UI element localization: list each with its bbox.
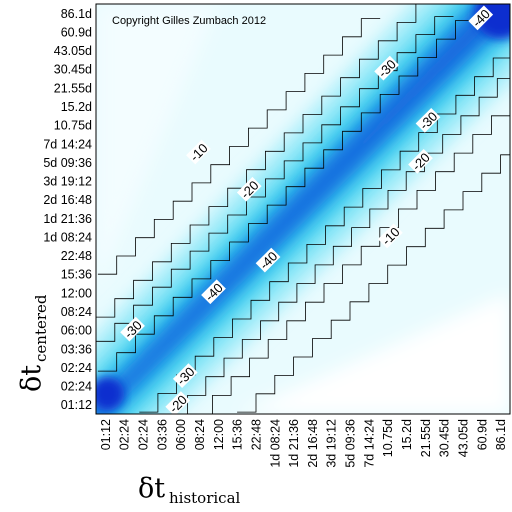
x-tick-label: 1d 21:36 [287, 419, 301, 468]
contour-upper-20 [96, 4, 435, 318]
y-tick-label: 12:00 [61, 286, 92, 300]
plot-frame [95, 3, 511, 415]
y-tick-label: 86.1d [61, 7, 92, 21]
x-tick-label: 12:00 [212, 419, 226, 450]
x-tick-label: 3d 19:12 [325, 419, 339, 468]
x-axis-subscript: historical [169, 489, 241, 507]
y-tick-label: 15:36 [61, 268, 92, 282]
x-tick-label: 2d 16:48 [306, 419, 320, 468]
contour-label-bg [255, 247, 281, 273]
y-tick-label: 1d 08:24 [43, 230, 92, 244]
y-tick-label: 3d 19:12 [43, 175, 92, 189]
x-tick-label: 86.1d [494, 419, 508, 450]
y-tick-label: 1d 21:36 [43, 212, 92, 226]
y-tick-label: 02:24 [61, 361, 92, 375]
y-tick-label: 08:24 [61, 305, 92, 319]
y-axis-symbol: δt [16, 365, 47, 392]
y-axis-subscript: centered [32, 294, 50, 362]
contour-label-bg [415, 107, 441, 133]
x-tick-label: 02:24 [118, 419, 132, 450]
contour-lower-10 [237, 154, 510, 413]
contour-label-bg [408, 148, 433, 174]
contour-lower-40 [139, 57, 510, 413]
x-tick-label: 1d 08:24 [268, 419, 282, 468]
y-tick-label: 30.45d [54, 63, 92, 77]
heat-core [96, 4, 510, 414]
y-tick-label: 03:36 [61, 342, 92, 356]
contour-labels: -10-20-30-40-30-20-10-40-40-30-30-20 [120, 5, 494, 414]
y-tick-label: 06:00 [61, 324, 92, 338]
contour-label-bg [172, 363, 198, 389]
y-tick-label: 01:12 [61, 398, 92, 412]
contour-upper-10 [97, 18, 381, 275]
x-tick-label: 08:24 [193, 419, 207, 450]
x-tick-label: 15:36 [231, 419, 245, 450]
x-tick-label: 01:12 [99, 419, 113, 450]
y-tick-label: 02:24 [61, 380, 92, 394]
x-tick-label: 5d 09:36 [344, 419, 358, 468]
y-tick-label: 60.9d [61, 25, 92, 39]
copyright-annotation: Copyright Gilles Zumbach 2012 [112, 15, 266, 27]
contour-label-bg [165, 391, 191, 414]
x-tick-labels: 01:12 02:24 02:24 03:36 06:00 08:24 12:00 15:36… [99, 419, 508, 468]
contour-label-bg [236, 176, 262, 202]
x-tick-label: 60.9d [475, 419, 489, 450]
x-tick-label: 21.55d [419, 419, 433, 457]
x-tick-label: 30.45d [438, 419, 452, 457]
x-tick-label: 43.05d [456, 419, 470, 457]
contour-label-bg [468, 5, 494, 31]
x-axis-symbol: δt [138, 473, 165, 504]
x-tick-label: 06:00 [174, 419, 188, 450]
y-tick-label: 10.75d [54, 119, 92, 133]
contour-label-bg [378, 223, 403, 249]
contour-upper-30 [96, 16, 454, 342]
contour-label-bg [374, 55, 399, 81]
heatmap-layer [96, 4, 510, 414]
y-tick-label: 5d 09:36 [43, 156, 92, 170]
y-tick-label: 21.55d [54, 81, 92, 95]
contour-lower-30 [169, 78, 510, 414]
contour-label-bg [120, 316, 145, 342]
y-axis-label: δt centered [16, 294, 50, 392]
contour-lower-20 [193, 96, 510, 414]
y-tick-label: 15.2d [61, 100, 92, 114]
x-tick-label: 22:48 [249, 419, 263, 450]
x-tick-label: 03:36 [155, 419, 169, 450]
y-tick-label: 2d 16:48 [43, 193, 92, 207]
contour-label-bg [201, 279, 226, 305]
contour-upper-40 [97, 20, 475, 372]
y-tick-labels: 01:12 02:24 02:24 03:36 06:00 08:24 12:00 15:36… [43, 7, 92, 412]
y-tick-label: 7d 14:24 [43, 137, 92, 151]
heat-low-region [237, 292, 510, 414]
y-tick-label: 22:48 [61, 249, 92, 263]
x-axis-label: δt historical [138, 473, 241, 507]
x-tick-label: 10.75d [381, 419, 395, 457]
contour-lines [96, 4, 510, 414]
x-tick-label: 15.2d [400, 419, 414, 450]
plot-area: -10-20-30-40-30-20-10-40-40-30-30-20 [96, 4, 510, 414]
contour-label-bg [186, 139, 211, 165]
heat-peak-low [96, 376, 125, 411]
x-tick-label: 7d 14:24 [362, 419, 376, 468]
x-tick-label: 02:24 [137, 419, 151, 450]
heat-low-region [96, 4, 219, 293]
y-tick-label: 43.05d [54, 44, 92, 58]
